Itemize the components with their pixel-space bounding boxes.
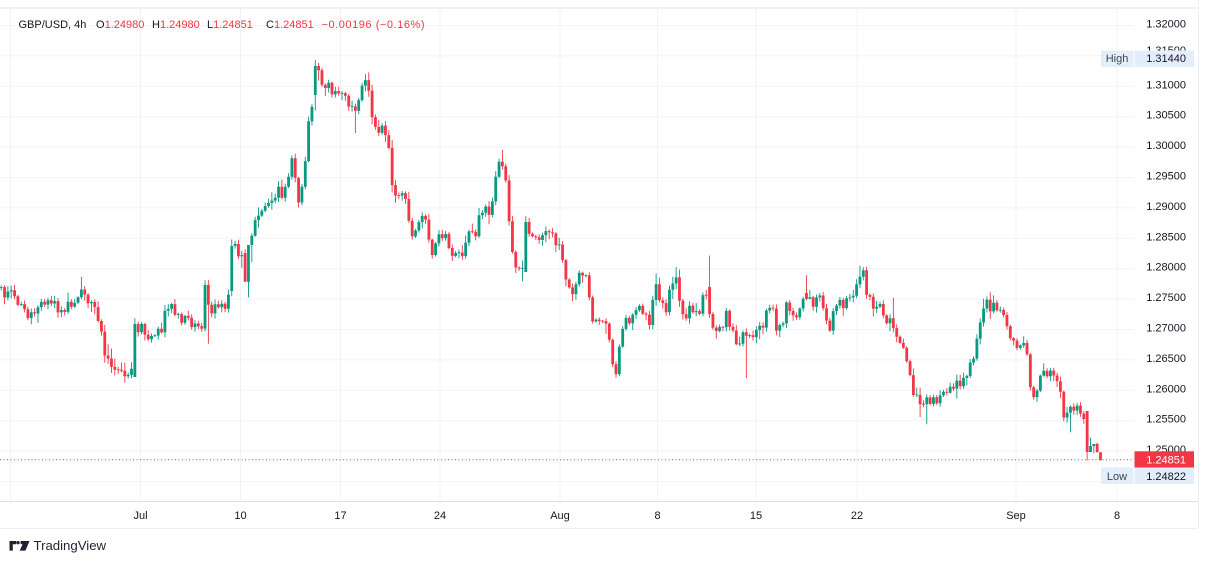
svg-text:Jul: Jul [133,510,147,522]
svg-text:1.27500: 1.27500 [1146,292,1186,304]
svg-text:TradingView: TradingView [34,538,107,553]
svg-text:High: High [1106,53,1129,65]
svg-text:1.31440: 1.31440 [1146,53,1186,65]
svg-text:1.26500: 1.26500 [1146,353,1186,365]
svg-text:1.32000: 1.32000 [1146,19,1186,31]
svg-text:8: 8 [654,510,660,522]
svg-text:1.29500: 1.29500 [1146,171,1186,183]
svg-text:−0.00196 (−0.16%): −0.00196 (−0.16%) [322,19,426,31]
svg-text:Aug: Aug [550,510,570,522]
svg-text:8: 8 [1114,510,1120,522]
svg-text:L1.24851: L1.24851 [207,19,253,31]
svg-text:1.27000: 1.27000 [1146,323,1186,335]
svg-text:1.28500: 1.28500 [1146,231,1186,243]
svg-text:1.26000: 1.26000 [1146,383,1186,395]
svg-text:1.30500: 1.30500 [1146,110,1186,122]
svg-text:1.31000: 1.31000 [1146,79,1186,91]
svg-text:Low: Low [1107,471,1127,483]
svg-text:O1.24980: O1.24980 [96,19,144,31]
svg-text:1.25500: 1.25500 [1146,414,1186,426]
svg-text:1.29000: 1.29000 [1146,201,1186,213]
svg-text:Sep: Sep [1006,510,1026,522]
svg-text:24: 24 [434,510,446,522]
svg-text:1.28000: 1.28000 [1146,262,1186,274]
svg-text:H1.24980: H1.24980 [152,19,200,31]
svg-text:10: 10 [234,510,246,522]
svg-text:GBP/USD, 4h: GBP/USD, 4h [19,19,87,31]
svg-text:22: 22 [851,510,863,522]
svg-text:17: 17 [334,510,346,522]
svg-text:C1.24851: C1.24851 [266,19,314,31]
svg-text:1.24822: 1.24822 [1146,471,1186,483]
svg-text:1.30000: 1.30000 [1146,140,1186,152]
svg-text:1.24851: 1.24851 [1146,455,1186,467]
svg-text:15: 15 [750,510,762,522]
